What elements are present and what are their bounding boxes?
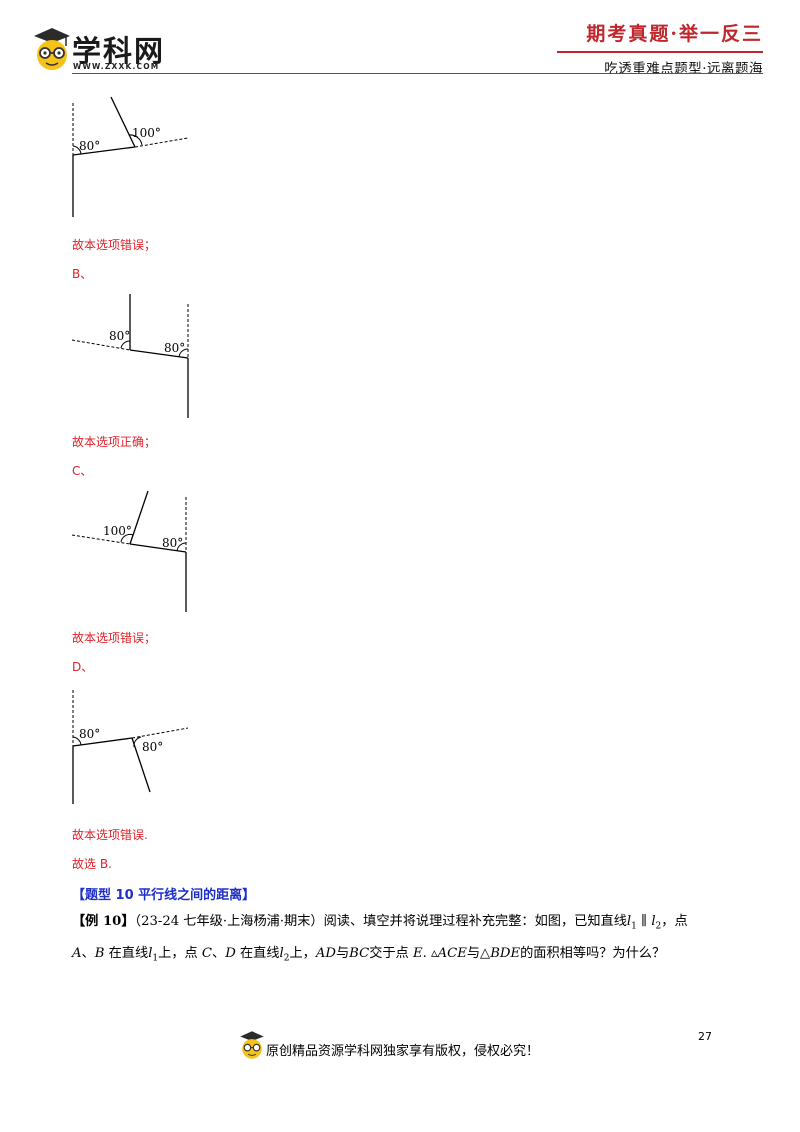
example-line-2: A、B 在直线l1上，点 C、D 在直线l2上，AD与BC交于点 E. ▵ACE… xyxy=(72,946,666,964)
page-number: 27 xyxy=(698,1030,712,1043)
option-b-label: B、 xyxy=(72,267,93,281)
header-divider xyxy=(72,73,763,74)
figure-c-angle-right: 80° xyxy=(162,536,183,550)
figure-b: 80° 80° xyxy=(71,294,189,418)
logo-name: 学科网 xyxy=(72,34,166,68)
answer-line: 故选 B. xyxy=(72,857,112,871)
header-slogan-bottom: 吃透重难点题型·远离题海 xyxy=(604,61,763,77)
figure-d-angle-left: 80° xyxy=(79,727,100,741)
figure-b-angle-left: 80° xyxy=(109,329,130,343)
logo-url: WWW.ZXXK.COM xyxy=(73,62,160,71)
figure-b-angle-right: 80° xyxy=(164,341,185,355)
figure-a-angle-left: 80° xyxy=(79,139,100,153)
section-title: 【题型 10 平行线之间的距离】 xyxy=(72,888,256,903)
option-b-verdict: 故本选项正确； xyxy=(72,435,157,449)
option-d-label: D、 xyxy=(72,660,94,674)
figure-d: 80° 80° xyxy=(72,690,189,804)
footer-mascot-icon xyxy=(238,1030,266,1060)
option-c-label: C、 xyxy=(72,464,93,478)
example-source: （23-24 七年级·上海杨浦·期末） xyxy=(134,914,324,929)
example-tag: 【例 10】 xyxy=(72,914,135,929)
figure-a-angle-right: 100° xyxy=(132,126,161,140)
option-c-verdict: 故本选项错误； xyxy=(72,631,157,645)
figure-c-angle-left: 100° xyxy=(103,524,132,538)
logo-mascot-icon xyxy=(32,26,72,72)
example-line-1: 【例 10】（23-24 七年级·上海杨浦·期末）阅读、填空并将说理过程补充完整… xyxy=(72,914,688,932)
figure-c: 100° 80° xyxy=(71,490,187,612)
header-slogan-top: 期考真题·举一反三 xyxy=(586,23,763,45)
option-a-verdict: 故本选项错误； xyxy=(72,238,157,252)
figure-a: 80° 100° xyxy=(72,96,189,217)
footer-copyright: 原创精品资源学科网独家享有版权，侵权必究！ xyxy=(266,1044,540,1059)
header-red-divider xyxy=(557,51,763,53)
option-d-verdict: 故本选项错误. xyxy=(72,828,148,842)
figure-d-angle-right: 80° xyxy=(142,740,163,754)
